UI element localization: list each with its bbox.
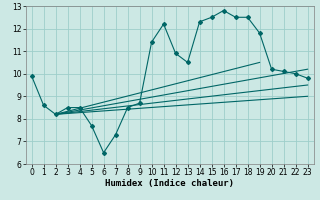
- X-axis label: Humidex (Indice chaleur): Humidex (Indice chaleur): [105, 179, 234, 188]
